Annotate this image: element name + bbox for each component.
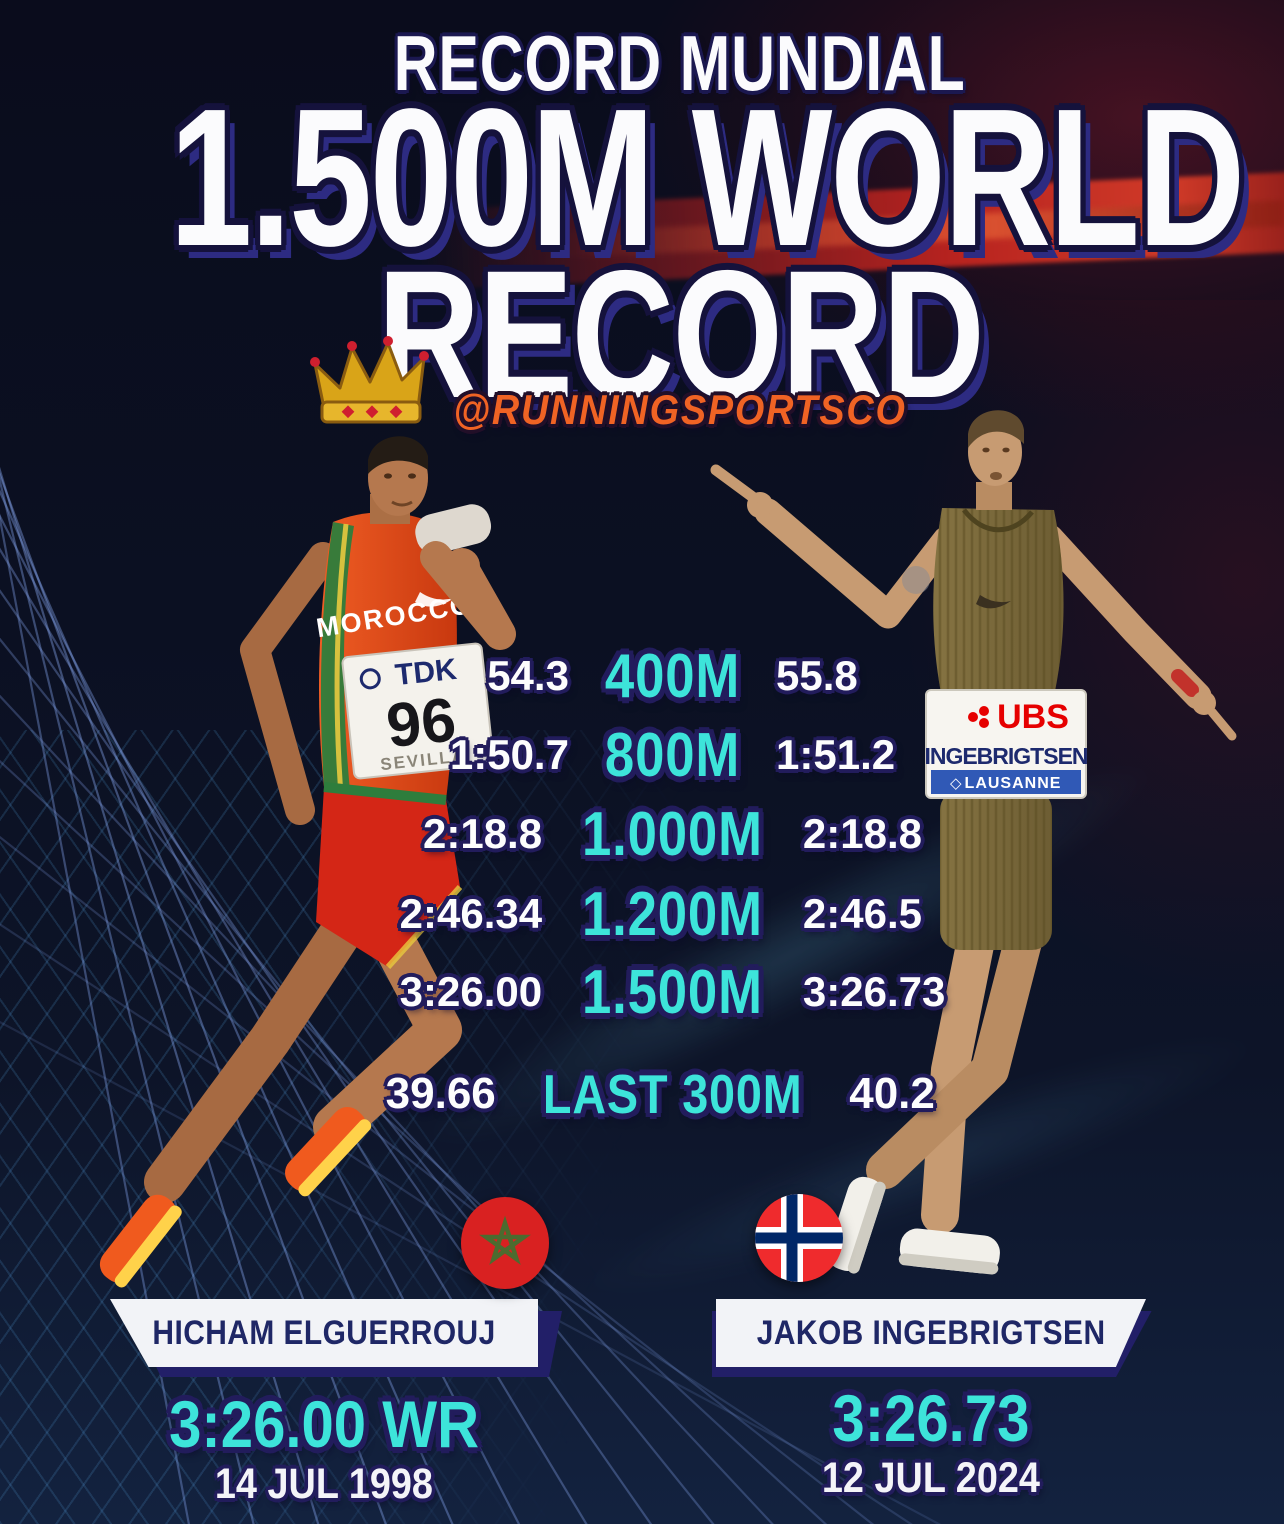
right-runner-eye [982, 447, 990, 453]
runner-left-elguerrouj: MOROCCO TDK 96 SEVILLA [99, 436, 516, 1288]
left-runner-mouth [391, 500, 413, 507]
right-runner-pointing-arm [754, 498, 960, 629]
split-right-400m: 55.8 [776, 652, 858, 699]
kicker-title: RECORD MUNDIAL [76, 18, 1284, 109]
split-right-800m: 1:51.2 [776, 731, 896, 778]
norway-flag-icon [755, 1194, 843, 1282]
left-runner-bib-sponsor: TDK [394, 653, 459, 692]
split-distance-1500m: 1.500M [582, 957, 763, 1027]
split-left-400m: 54.3 [487, 652, 569, 699]
split-left-800m: 1:50.7 [449, 731, 569, 778]
right-runner-bib-sponsor: UBS [997, 698, 1069, 736]
split-row-1000m: 2:18.8 1.000M 2:18.8 [380, 794, 965, 874]
social-handle-text: @RUNNINGSPORTSCO [453, 386, 907, 433]
left-athlete-time: 3:26.00 WR [169, 1387, 479, 1461]
left-runner-shorts [316, 787, 460, 967]
social-handle: @RUNNINGSPORTSCO [76, 386, 1284, 434]
right-runner-down-finger [1207, 707, 1237, 741]
right-runner-arm-tattoo [902, 566, 930, 594]
right-athlete-date: 12 JUL 2024 [821, 1454, 1041, 1502]
morocco-flag-icon [461, 1197, 549, 1289]
main-title-line2: RECORD [76, 243, 1284, 425]
left-name-banner: HICHAM ELGUERROUJ [110, 1299, 538, 1367]
split-left-1000m: 2:18.8 [423, 810, 543, 857]
left-runner-shorts-waistband [323, 782, 447, 805]
split-row-1500m: 3:26.00 1.500M 3:26.73 [380, 952, 965, 1032]
left-runner-fist [444, 548, 480, 584]
right-runner-tank-stripes [933, 508, 1064, 707]
split-row-400m: 54.3 400M 55.8 [380, 636, 965, 716]
left-runner-hair [368, 436, 428, 474]
split-right-1200m: 2:46.5 [802, 890, 922, 937]
right-runner-mouth [990, 472, 1002, 480]
left-runner-back-arm [240, 542, 338, 825]
crown-icon [310, 336, 429, 424]
split-right-last300m: 40.2 [849, 1069, 935, 1118]
split-right-1500m: 3:26.73 [802, 968, 946, 1015]
split-distance-1000m: 1.000M [582, 799, 763, 869]
left-runner-front-leg [313, 900, 462, 1149]
right-runner-nike-swoosh-icon [976, 595, 1011, 609]
split-row-800m: 1:50.7 800M 1:51.2 [380, 715, 965, 795]
right-runner-bib-name: INGEBRIGTSEN [924, 743, 1087, 769]
split-distance-800m: 800M [604, 720, 741, 790]
split-distance-last300m: LAST 300M [542, 1063, 803, 1125]
left-runner-back-leg [144, 901, 369, 1203]
left-runner-eye [384, 473, 392, 479]
diamond-league-icon: ◇ [950, 775, 962, 792]
right-athlete-name: JAKOB INGEBRIGTSEN [756, 1313, 1106, 1352]
runner-right-ingebrigtsen: UBS INGEBRIGTSEN ◇ LAUSANNE [710, 410, 1237, 1275]
right-runner-pointing-finger [710, 464, 760, 504]
split-left-1200m: 2:46.34 [399, 890, 543, 937]
left-runner-front-shoe [285, 1107, 372, 1197]
split-distance-1200m: 1.200M [582, 879, 763, 949]
right-runner-tights-stripes [940, 790, 1052, 950]
left-runner-singlet-gold-trim [334, 523, 349, 809]
split-right-1000m: 2:18.8 [802, 810, 922, 857]
split-left-1500m: 3:26.00 [399, 968, 543, 1015]
right-runner-front-shoe [898, 1228, 1000, 1275]
right-runner-neckline [962, 508, 1034, 533]
left-athlete-name: HICHAM ELGUERROUJ [152, 1313, 496, 1352]
split-row-last300m: 39.66 LAST 300M 40.2 [380, 1054, 965, 1134]
left-athlete-date: 14 JUL 1998 [214, 1460, 434, 1508]
split-distance-400m: 400M [604, 641, 741, 711]
left-runner-back-shoe [99, 1194, 182, 1288]
main-title-line2-text: RECORD [377, 232, 984, 436]
left-runner-nike-swoosh-icon [415, 592, 454, 607]
right-name-banner: JAKOB INGEBRIGTSEN [716, 1299, 1146, 1367]
right-runner-bib-city: LAUSANNE [965, 775, 1062, 792]
split-row-1200m: 2:46.34 1.200M 2:46.5 [380, 874, 965, 954]
left-runner-shorts-trim [385, 884, 463, 970]
main-title-line1-text: 1.500M WORLD [169, 68, 1245, 287]
right-athlete-time: 3:26.73 [832, 1381, 1030, 1455]
left-runner-bib: TDK 96 SEVILLA [341, 642, 495, 780]
right-runner-neck [976, 482, 1012, 510]
kicker-title-text: RECORD MUNDIAL [394, 19, 966, 107]
right-runner-wristband [1171, 669, 1199, 697]
right-runner-hair [968, 410, 1024, 448]
right-runner-bib: UBS INGEBRIGTSEN ◇ LAUSANNE [924, 689, 1089, 799]
right-runner-back-leg [866, 911, 1045, 1189]
left-runner-bib-number: 96 [383, 685, 459, 761]
right-runner-eye-2 [1002, 447, 1010, 453]
split-left-last300m: 39.66 [385, 1069, 496, 1118]
right-runner-front-leg [921, 911, 997, 1234]
left-runner-eye-2 [408, 473, 416, 479]
main-title-line1: 1.500M WORLD [0, 80, 1284, 276]
